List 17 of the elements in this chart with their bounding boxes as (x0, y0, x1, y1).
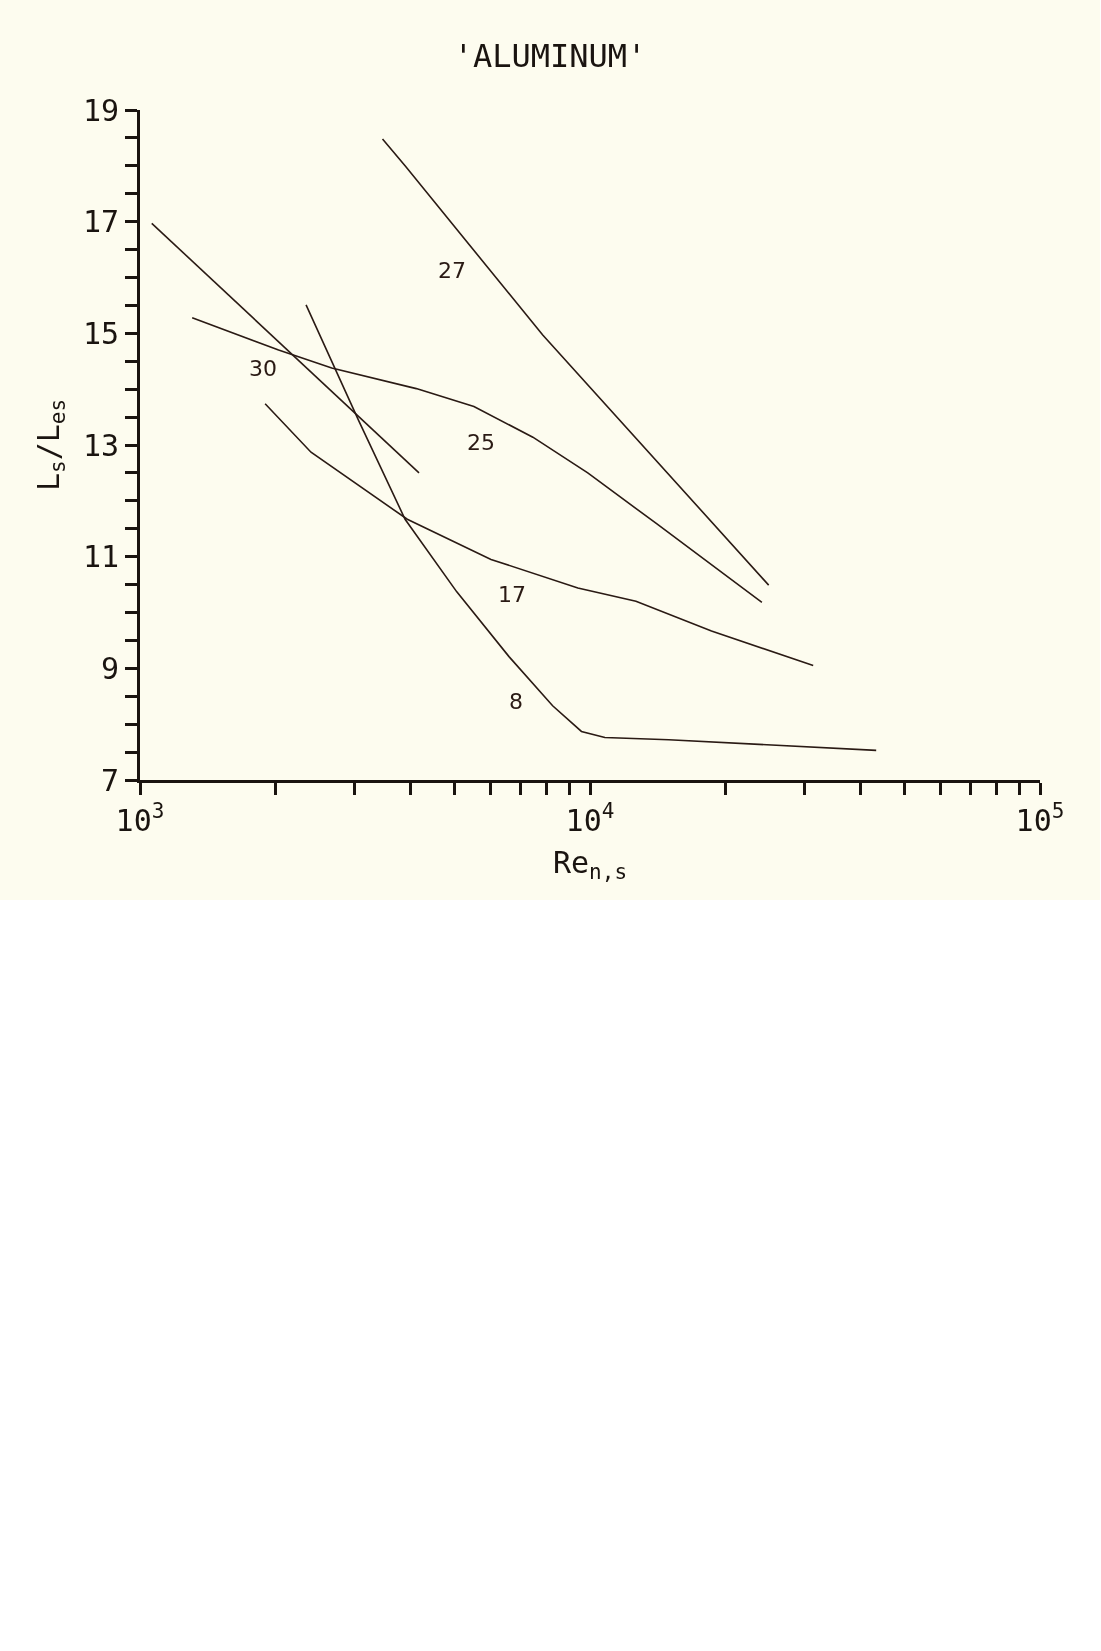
y-tick-label: 9 (100, 650, 119, 686)
y-tick-label: 11 (82, 539, 119, 575)
y-tick-label: 15 (82, 315, 119, 351)
y-tick-label: 19 (82, 92, 119, 128)
chart-title: 'ALUMINUM' (453, 37, 647, 76)
x-tick-label: 10$^{3}$ (115, 799, 165, 838)
y-tick-label: 7 (100, 762, 119, 798)
x-tick-label: 10$^{4}$ (565, 799, 615, 838)
series-label: 25 (467, 430, 495, 455)
series-label: 17 (498, 582, 526, 607)
x-axis-title: Re$_{n,s}$ (552, 844, 628, 884)
y-tick-label: 17 (82, 204, 119, 240)
x-tick-label: 10$^{5}$ (1015, 799, 1065, 838)
y-tick-label: 13 (82, 427, 119, 463)
series-label: 27 (438, 258, 466, 283)
series-label: 30 (249, 356, 277, 381)
series-label: 8 (509, 689, 523, 714)
